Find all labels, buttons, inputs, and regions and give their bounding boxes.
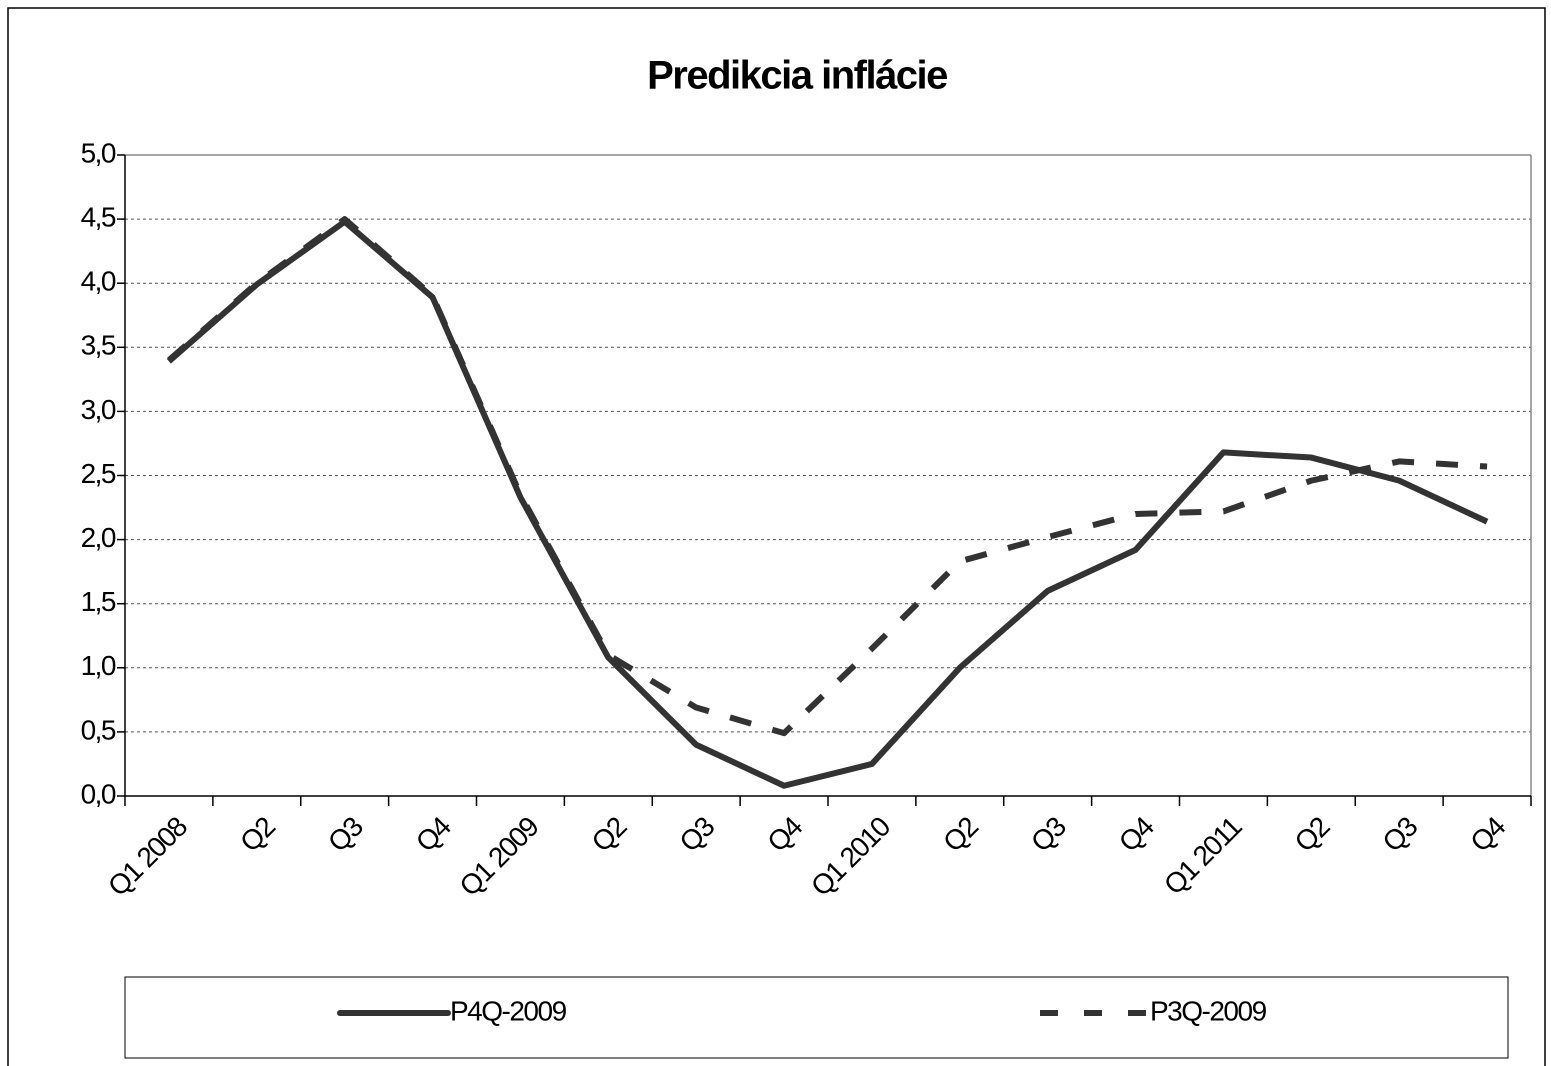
- y-tick-label: 5,0: [81, 137, 116, 168]
- x-tick-label: Q1 2011: [1158, 811, 1248, 901]
- x-tick-label: Q2: [234, 811, 281, 858]
- legend-label: P4Q-2009: [450, 995, 567, 1026]
- x-tick-label: Q3: [673, 811, 720, 858]
- y-tick-label: 3,5: [81, 330, 116, 361]
- chart-frame: [7, 7, 1546, 1066]
- y-tick-label: 1,5: [81, 586, 116, 617]
- x-tick-label: Q1 2008: [102, 811, 193, 902]
- y-tick-label: 1,0: [81, 650, 116, 681]
- series-line: [166, 216, 1488, 737]
- x-tick-label: Q3: [1025, 811, 1072, 858]
- x-tick-label: Q3: [1376, 811, 1423, 858]
- x-tick-label: Q4: [1464, 811, 1511, 858]
- y-tick-label: 0,5: [81, 714, 116, 745]
- y-tick-label: 0,0: [81, 778, 116, 809]
- x-tick-label: Q4: [761, 811, 808, 858]
- legend-label: P3Q-2009: [1150, 995, 1267, 1026]
- y-tick-label: 4,5: [81, 201, 116, 232]
- y-tick-label: 4,0: [81, 266, 116, 297]
- y-tick-label: 2,5: [81, 458, 116, 489]
- x-tick-label: Q2: [937, 811, 984, 858]
- x-tick-label: Q1 2009: [453, 811, 544, 902]
- x-tick-label: Q1 2010: [805, 811, 896, 902]
- y-tick-label: 3,0: [81, 394, 116, 425]
- x-tick-label: Q3: [322, 811, 369, 858]
- series-line: [166, 218, 1489, 789]
- x-tick-label: Q4: [410, 811, 457, 858]
- legend-box: [124, 976, 1509, 1059]
- x-tick-label: Q2: [586, 811, 633, 858]
- x-tick-label: Q2: [1289, 811, 1336, 858]
- chart-title: Predikcia inflácie: [647, 54, 947, 98]
- x-tick-label: Q4: [1113, 811, 1160, 858]
- y-tick-label: 2,0: [81, 522, 116, 553]
